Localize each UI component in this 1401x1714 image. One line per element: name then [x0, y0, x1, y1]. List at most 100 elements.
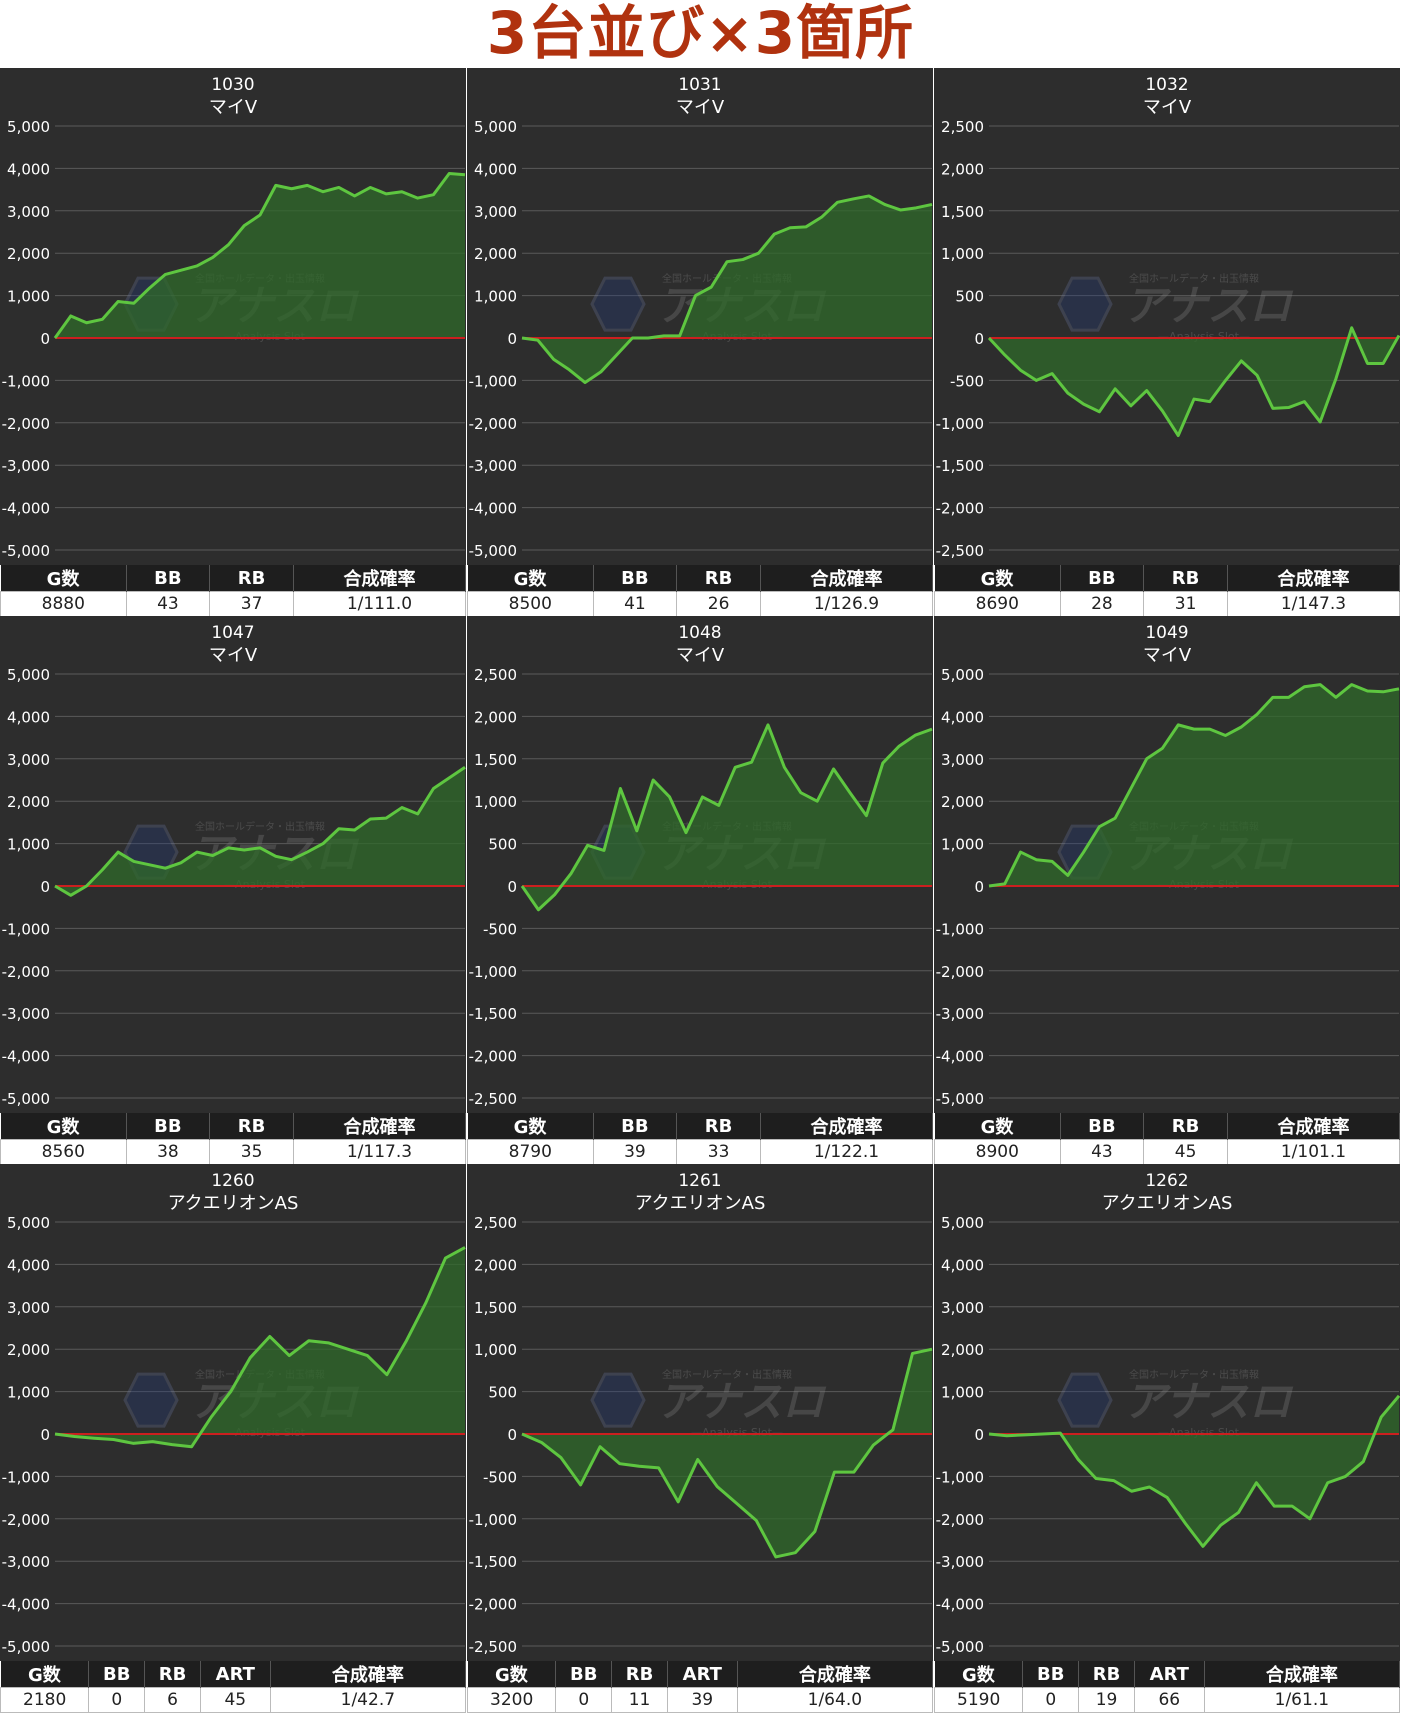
stats-header: BB — [1060, 565, 1145, 592]
y-tick-label: -1,000 — [936, 920, 984, 938]
y-tick-label: -2,500 — [469, 1090, 517, 1108]
y-tick-label: -500 — [483, 920, 517, 938]
stats-header: RB — [676, 565, 761, 592]
stats-value-bb: 0 — [555, 1687, 613, 1713]
stats-value-rate: 1/117.3 — [292, 1139, 467, 1165]
stats-header: RB — [209, 565, 294, 592]
y-tick-label: -5,000 — [936, 1090, 984, 1108]
svg-text:全国ホールデータ・出玉情報: 全国ホールデータ・出玉情報 — [1129, 272, 1259, 285]
stats-value-bb: 41 — [592, 591, 678, 617]
stats-value-bb: 28 — [1059, 591, 1145, 617]
y-tick-label: 1,500 — [474, 1299, 517, 1317]
stats-header: G数 — [467, 1113, 594, 1140]
stats-table: G数 BB RB 合成確率 8560 38 35 1/117.3 — [0, 1113, 467, 1165]
y-tick-label: 2,000 — [941, 1341, 984, 1359]
stats-header: 合成確率 — [1204, 1661, 1401, 1688]
stats-header: BB — [126, 565, 211, 592]
y-tick-label: 1,000 — [474, 1341, 517, 1359]
y-tick-label: -1,000 — [2, 1468, 50, 1486]
y-tick-label: 0 — [40, 1426, 50, 1444]
y-tick-label: -4,000 — [936, 1048, 984, 1066]
stats-value-g: 8500 — [467, 591, 594, 617]
machine-model: マイV — [676, 97, 725, 118]
chart-panel: 1262 アクエリオンAS 5,000 4,000 3,000 2,000 1,000 0 -1… — [934, 1164, 1400, 1661]
y-tick-label: 0 — [507, 878, 517, 896]
stats-header: 合成確率 — [760, 565, 934, 592]
y-tick-label: -2,000 — [936, 500, 984, 518]
stats-value-rate: 1/64.0 — [736, 1687, 934, 1713]
svg-text:アナスロ: アナスロ — [657, 1377, 827, 1426]
y-tick-label: -4,000 — [469, 500, 517, 518]
machine-model: アクエリオンAS — [1102, 1193, 1233, 1214]
y-tick-label: -1,500 — [469, 1553, 517, 1571]
stats-header: BB — [126, 1113, 211, 1140]
stats-value-bb: 0 — [1022, 1687, 1080, 1713]
y-tick-label: 0 — [40, 330, 50, 348]
stats-value-rb: 31 — [1143, 591, 1228, 617]
y-tick-label: 1,000 — [7, 836, 50, 854]
stats-value-g: 8900 — [934, 1139, 1061, 1165]
stats-header: ART — [200, 1661, 271, 1688]
y-tick-label: 4,000 — [941, 1256, 984, 1274]
stats-value-rate: 1/61.1 — [1203, 1687, 1401, 1713]
y-tick-label: 1,000 — [941, 1384, 984, 1402]
series-line — [520, 723, 933, 912]
stats-header: G数 — [934, 565, 1061, 592]
stats-header: 合成確率 — [760, 1113, 934, 1140]
svg-text:全国ホールデータ・出玉情報: 全国ホールデータ・出玉情報 — [1129, 1368, 1259, 1381]
stats-header: RB — [676, 1113, 761, 1140]
y-tick-label: 2,500 — [474, 1214, 517, 1232]
y-tick-label: -5,000 — [2, 1090, 50, 1108]
stats-table: G数 BB RB 合成確率 8790 39 33 1/122.1 — [467, 1113, 934, 1165]
y-tick-label: -1,000 — [2, 920, 50, 938]
stats-value-rb: 19 — [1078, 1687, 1135, 1713]
machine-model: アクエリオンAS — [168, 1193, 299, 1214]
watermark-logo: アナスロ—Analysis Slot—全国ホールデータ・出玉情報 — [590, 1368, 827, 1439]
stats-header: BB — [593, 565, 678, 592]
y-tick-label: -4,000 — [2, 500, 50, 518]
stats-header: BB — [1060, 1113, 1145, 1140]
stats-value-art: 39 — [666, 1687, 738, 1713]
stats-table: G数 BB RB ART 合成確率 3200 0 11 39 1/64.0 — [466, 1661, 934, 1713]
series-line — [521, 194, 933, 385]
stats-header: BB — [593, 1113, 678, 1140]
chart-panel: 1030 マイV 5,000 4,000 3,000 2,000 1,000 0 -1,000 -… — [0, 68, 466, 565]
y-tick-label: 2,000 — [7, 245, 50, 263]
y-tick-label: -2,000 — [469, 1048, 517, 1066]
machine-model: マイV — [209, 97, 258, 118]
y-tick-label: 0 — [507, 1426, 517, 1444]
stats-header: BB — [88, 1661, 146, 1688]
stats-header: G数 — [934, 1661, 1024, 1688]
series-line — [987, 326, 1400, 438]
stats-header: RB — [144, 1661, 201, 1688]
y-tick-label: 5,000 — [474, 118, 517, 136]
stats-header: RB — [1143, 565, 1228, 592]
series-area — [55, 767, 465, 896]
stats-value-g: 8880 — [0, 591, 127, 617]
stats-header: 合成確率 — [1227, 565, 1401, 592]
stats-header: 合成確率 — [270, 1661, 467, 1688]
y-tick-label: -3,000 — [2, 457, 50, 475]
y-tick-label: -500 — [950, 372, 984, 390]
y-tick-label: -5,000 — [936, 1638, 984, 1656]
stats-value-rb: 37 — [209, 591, 294, 617]
stats-value-g: 8790 — [467, 1139, 594, 1165]
stats-value-rate: 1/126.9 — [759, 591, 934, 617]
y-tick-label: 2,000 — [7, 793, 50, 811]
series-line — [988, 1394, 1400, 1548]
y-tick-label: 0 — [507, 330, 517, 348]
y-tick-label: -3,000 — [469, 457, 517, 475]
stats-header: G数 — [0, 1113, 127, 1140]
y-tick-label: -5,000 — [2, 542, 50, 560]
y-tick-label: -4,000 — [936, 1596, 984, 1614]
y-tick-label: 5,000 — [7, 1214, 50, 1232]
stats-header: RB — [611, 1661, 668, 1688]
page-title: 3台並び×3箇所 — [486, 0, 915, 67]
y-tick-label: -4,000 — [2, 1048, 50, 1066]
y-tick-label: 3,000 — [474, 203, 517, 221]
machine-number: 1260 — [211, 1171, 254, 1191]
